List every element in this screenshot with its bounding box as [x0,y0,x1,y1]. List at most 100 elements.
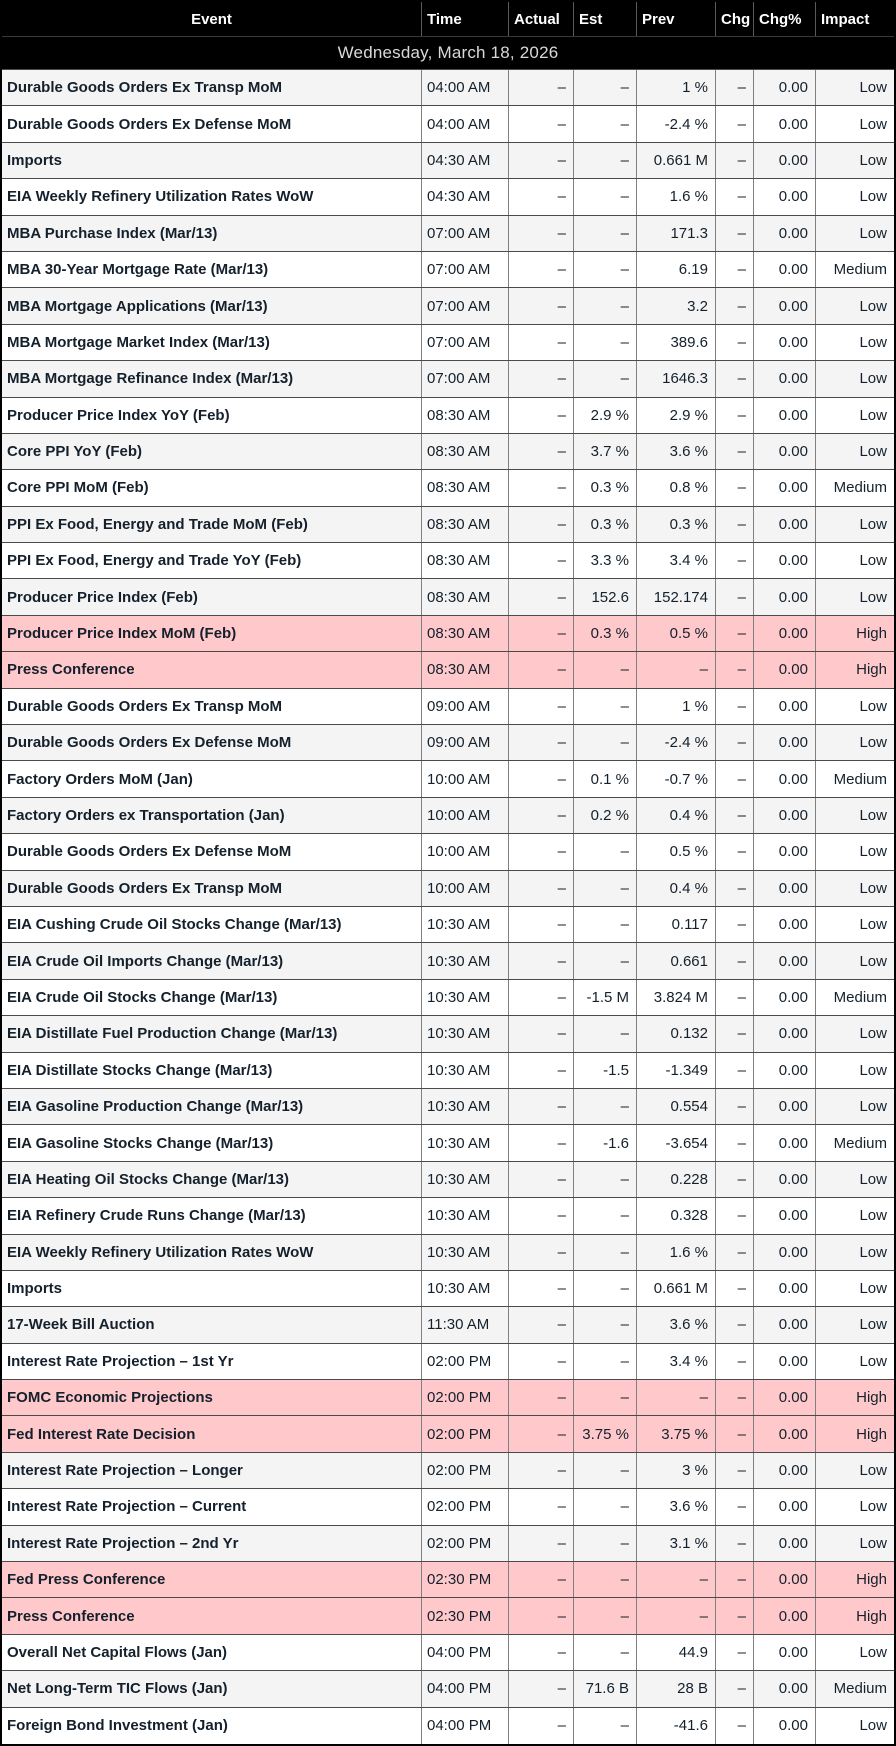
prev-cell: 1646.3 [637,361,716,397]
chg-cell: – [716,870,754,906]
event-cell: Durable Goods Orders Ex Defense MoM [2,725,422,761]
time-cell: 02:30 PM [422,1562,509,1598]
actual-cell: – [509,361,574,397]
prev-cell: 0.4 % [637,870,716,906]
table-row: Producer Price Index YoY (Feb) 08:30 AM … [2,397,894,434]
est-cell: – [574,1452,637,1489]
event-cell: MBA Mortgage Refinance Index (Mar/13) [2,361,422,397]
chg-cell: – [716,1052,754,1088]
chg-pct-cell: 0.00 [754,1671,816,1707]
time-cell: 10:30 AM [422,1088,509,1125]
chg-cell: – [716,215,754,251]
impact-cell: High [856,1571,887,1589]
time-cell: 09:00 AM [422,725,509,761]
impact-cell: High [856,1389,887,1407]
chg-cell: – [716,506,754,543]
impact-cell: High [856,1425,887,1443]
chg-pct-cell: 0.00 [754,725,816,761]
chg-pct-cell: 0.00 [754,1416,816,1452]
prev-cell: 152.174 [637,579,716,615]
actual-cell: – [509,179,574,215]
impact-cell: Low [859,734,887,752]
impact-cell: Low [859,843,887,861]
event-cell: EIA Gasoline Production Change (Mar/13) [2,1088,422,1125]
event-cell: Interest Rate Projection – 2nd Yr [2,1525,422,1562]
chg-cell: – [716,1088,754,1125]
chg-cell: – [716,1671,754,1707]
chg-cell: – [716,397,754,433]
prev-cell: – [637,652,716,688]
event-cell: Press Conference [2,652,422,688]
table-row: EIA Crude Oil Imports Change (Mar/13) 10… [2,943,894,980]
chg-pct-cell: 0.00 [754,1634,816,1671]
est-cell: – [574,1634,637,1671]
chg-pct-cell: 0.00 [754,1052,816,1088]
prev-cell: 3.4 % [637,543,716,579]
time-cell: 04:30 AM [422,142,509,179]
est-cell: 0.1 % [574,761,637,797]
chg-cell: – [716,1270,754,1307]
est-cell: – [574,906,637,943]
time-cell: 10:30 AM [422,1016,509,1052]
event-cell: Fed Interest Rate Decision [2,1416,422,1452]
table-row: EIA Distillate Fuel Production Change (M… [2,1016,894,1053]
prev-cell: 2.9 % [637,397,716,433]
est-cell: 0.2 % [574,797,637,834]
actual-cell: – [509,397,574,433]
impact-cell: Medium [833,770,887,788]
chg-pct-cell: 0.00 [754,1234,816,1270]
chg-cell: – [716,615,754,652]
column-header-chg: Chg [716,2,754,36]
est-cell: – [574,1270,637,1307]
table-row: EIA Gasoline Stocks Change (Mar/13) 10:3… [2,1125,894,1162]
chg-pct-cell: 0.00 [754,506,816,543]
chg-cell: – [716,1707,754,1744]
est-cell: – [574,1198,637,1234]
est-cell: – [574,1380,637,1416]
impact-cell: Medium [833,988,887,1006]
chg-cell: – [716,1562,754,1598]
est-cell: – [574,834,637,870]
impact-cell: Low [859,370,887,388]
column-header-prev: Prev [637,2,716,36]
prev-cell: 3.6 % [637,433,716,470]
chg-cell: – [716,1416,754,1452]
chg-cell: – [716,543,754,579]
actual-cell: – [509,761,574,797]
event-cell: MBA 30-Year Mortgage Rate (Mar/13) [2,251,422,288]
impact-cell: Low [859,1717,887,1735]
actual-cell: – [509,1234,574,1270]
chg-pct-cell: 0.00 [754,470,816,506]
time-cell: 10:30 AM [422,1198,509,1234]
prev-cell: 0.8 % [637,470,716,506]
prev-cell: -0.7 % [637,761,716,797]
table-row: Net Long-Term TIC Flows (Jan) 04:00 PM –… [2,1671,894,1708]
table-row: Interest Rate Projection – 1st Yr 02:00 … [2,1343,894,1381]
est-cell: -1.5 M [574,979,637,1016]
actual-cell: – [509,834,574,870]
chg-pct-cell: 0.00 [754,324,816,361]
prev-cell: 0.328 [637,1198,716,1234]
prev-cell: 44.9 [637,1634,716,1671]
chg-cell: – [716,797,754,834]
table-row: PPI Ex Food, Energy and Trade YoY (Feb) … [2,543,894,580]
actual-cell: – [509,1489,574,1525]
impact-cell: Low [859,297,887,315]
event-cell: EIA Distillate Fuel Production Change (M… [2,1016,422,1052]
actual-cell: – [509,324,574,361]
event-cell: MBA Mortgage Market Index (Mar/13) [2,324,422,361]
est-cell: 0.3 % [574,506,637,543]
prev-cell: 0.4 % [637,797,716,834]
table-row: Press Conference 08:30 AM – – – – 0.00 H… [2,652,894,689]
actual-cell: – [509,943,574,979]
impact-cell: Low [859,443,887,461]
chg-pct-cell: 0.00 [754,142,816,179]
chg-cell: – [716,943,754,979]
table-row: Durable Goods Orders Ex Defense MoM 04:0… [2,106,894,143]
impact-cell: Low [859,188,887,206]
est-cell: – [574,142,637,179]
time-cell: 07:00 AM [422,324,509,361]
actual-cell: – [509,1052,574,1088]
chg-cell: – [716,761,754,797]
event-cell: Imports [2,142,422,179]
